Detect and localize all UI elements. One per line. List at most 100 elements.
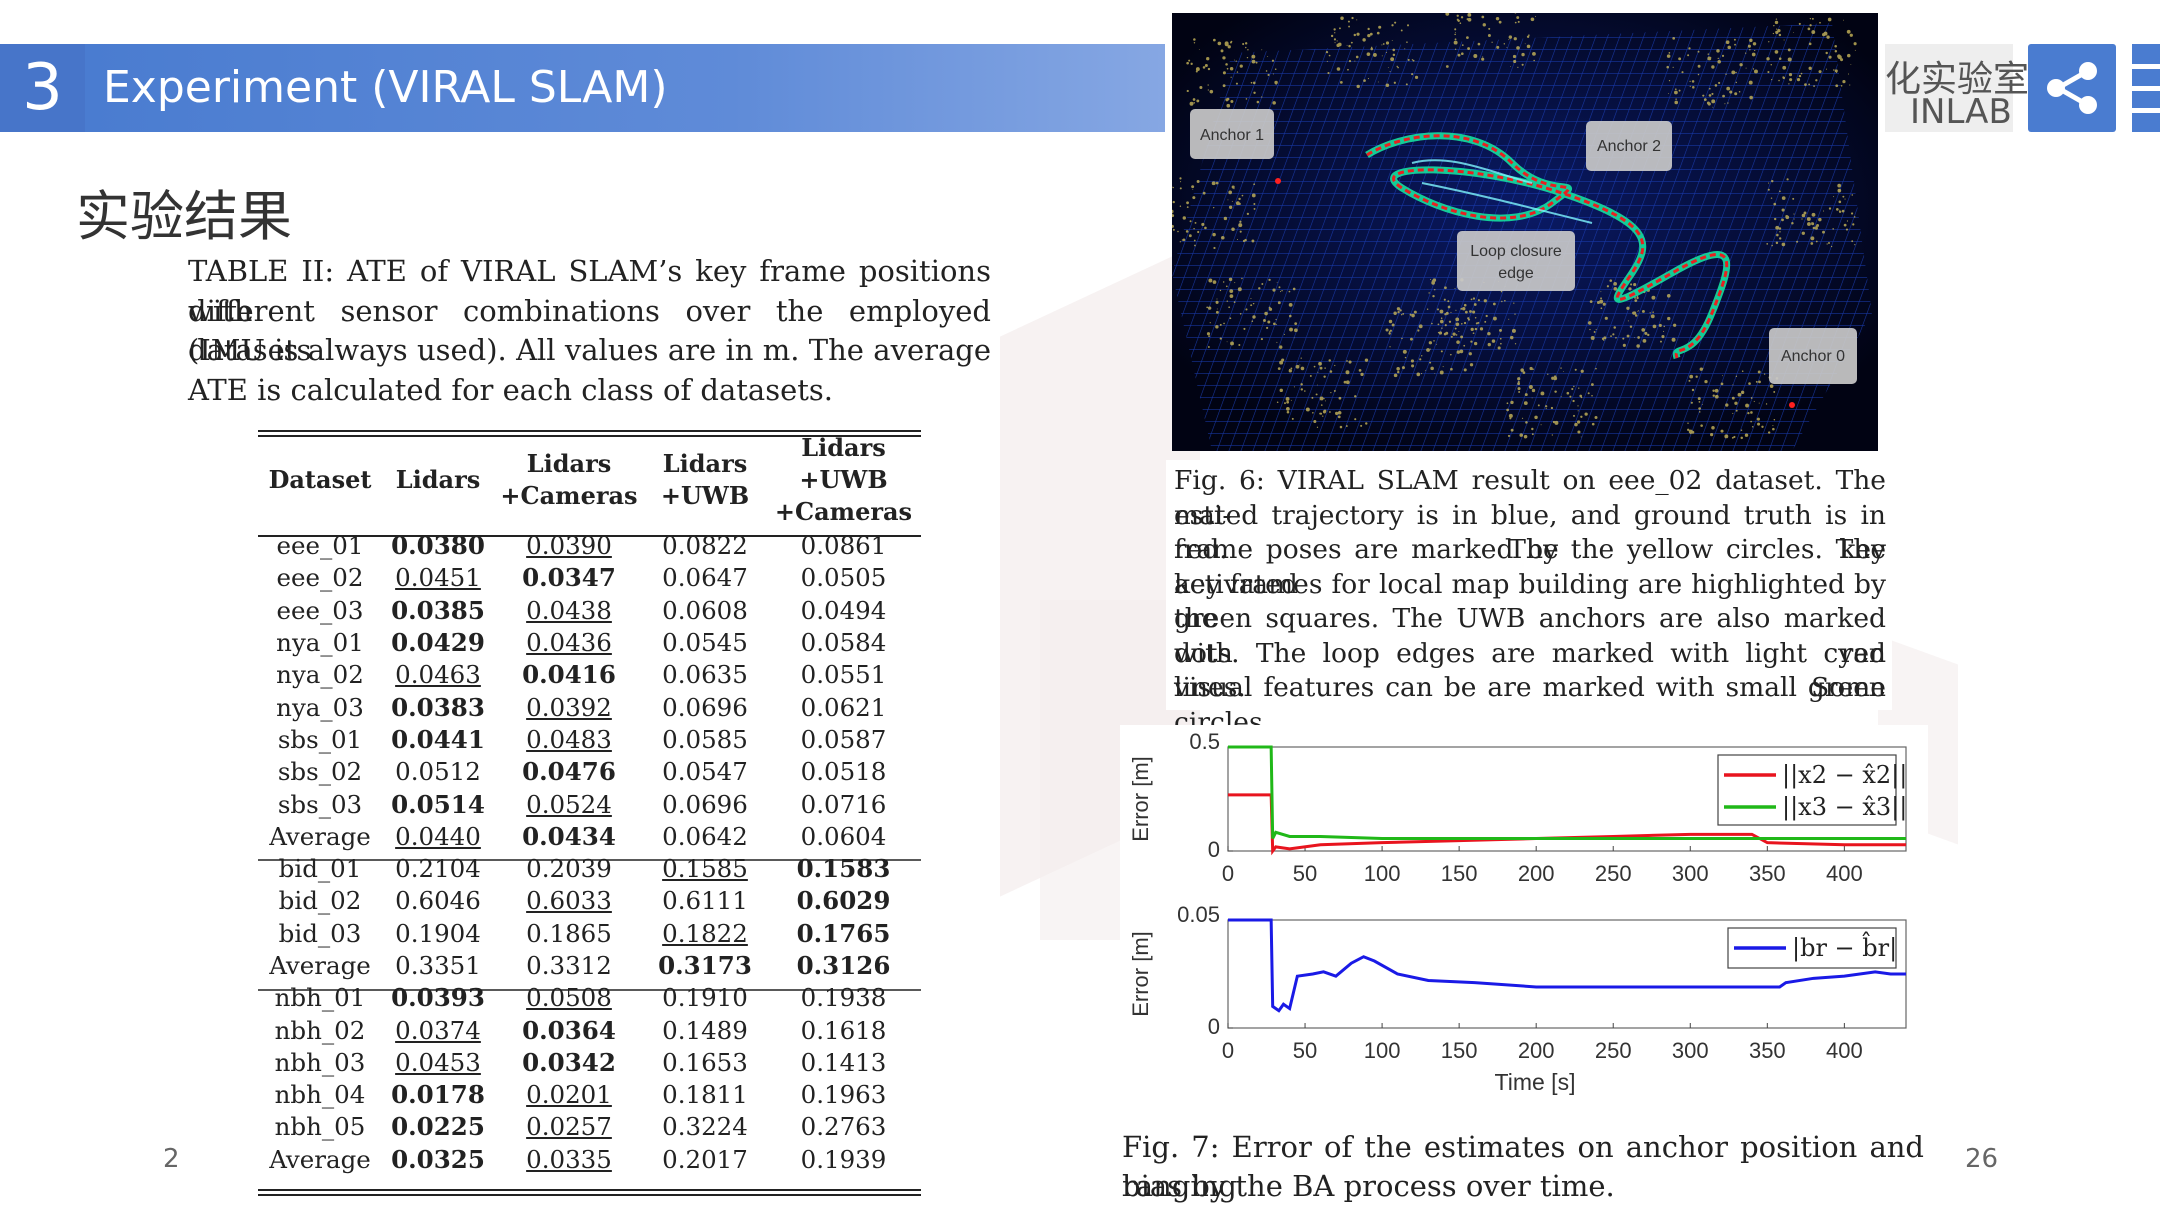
ate-value-cell: 0.0440	[395, 821, 481, 851]
ate-value-cell: 0.0441	[391, 724, 485, 754]
dataset-cell: bid_01	[278, 854, 362, 884]
column-header: Lidars +Cameras	[494, 430, 644, 530]
dataset-cell: sbs_03	[277, 789, 363, 819]
share-icon	[2047, 62, 2097, 114]
table-row: nbh_05 0.0225 0.0257 0.3224 0.2763	[258, 1111, 921, 1143]
column-header: Lidars +UWB	[644, 430, 766, 530]
ate-value-cell: 0.0225	[391, 1112, 485, 1142]
menu-strip[interactable]	[2132, 44, 2160, 132]
dataset-cell: Average	[269, 1144, 371, 1174]
y-axis-label: Error [m]	[1128, 756, 1153, 842]
slide-title: Experiment (VIRAL SLAM)	[103, 62, 668, 113]
fig6-caption-line: key frames for local map building are hi…	[1174, 568, 1886, 635]
ate-value-cell: 0.0476	[522, 757, 616, 787]
anchor-2-label: Anchor 2	[1586, 121, 1672, 171]
fig6-caption-line: dots. The loop edges are marked with lig…	[1174, 637, 1886, 704]
ate-value-cell: 0.1963	[800, 1080, 887, 1110]
legend-label: ||x2 − x̂2||	[1782, 761, 1907, 790]
ate-value-cell: 0.0621	[800, 692, 887, 722]
ate-value-cell: 0.1904	[395, 918, 481, 948]
y-tick-label: 0.5	[1189, 729, 1220, 754]
ate-value-cell: 0.0438	[526, 595, 612, 625]
ate-value-cell: 0.1822	[662, 918, 748, 948]
dataset-cell: bid_02	[278, 886, 362, 916]
share-button[interactable]	[2028, 44, 2116, 132]
x-tick-label: 50	[1293, 1038, 1317, 1063]
dataset-cell: Average	[269, 821, 371, 851]
table-row: sbs_01 0.0441 0.0483 0.0585 0.0587	[258, 724, 921, 756]
x-tick-label: 150	[1441, 1038, 1478, 1063]
ate-value-cell: 0.1653	[662, 1047, 748, 1077]
ate-value-cell: 0.0547	[662, 757, 748, 787]
x-tick-label: 250	[1595, 1038, 1632, 1063]
x-tick-label: 0	[1222, 1038, 1234, 1063]
y-tick-label: 0	[1208, 837, 1220, 862]
table-row: sbs_03 0.0514 0.0524 0.0696 0.0716	[258, 788, 921, 820]
ate-value-cell: 0.3224	[662, 1112, 748, 1142]
dataset-cell: sbs_01	[277, 724, 363, 754]
ate-value-cell: 0.0604	[800, 821, 887, 851]
x-tick-label: 300	[1672, 1038, 1709, 1063]
table-row: bid_01 0.2104 0.2039 0.1585 0.1583	[258, 853, 921, 885]
ate-value-cell: 0.3351	[395, 951, 481, 980]
ate-value-cell: 0.1413	[800, 1047, 887, 1077]
ate-value-cell: 0.0512	[395, 757, 481, 787]
ate-value-cell: 0.0545	[662, 628, 748, 658]
ate-value-cell: 0.3126	[796, 951, 891, 980]
ate-value-cell: 0.0374	[395, 1015, 481, 1045]
table-row: eee_02 0.0451 0.0347 0.0647 0.0505	[258, 562, 921, 594]
dataset-cell: nya_02	[276, 660, 364, 690]
dataset-cell: bid_03	[278, 918, 362, 948]
ate-value-cell: 0.1618	[800, 1015, 887, 1045]
ate-value-cell: 0.1939	[800, 1144, 887, 1174]
ate-value-cell: 0.1585	[662, 854, 748, 884]
table-row: nya_02 0.0463 0.0416 0.0635 0.0551	[258, 659, 921, 691]
column-header-text: Lidars +Cameras	[500, 449, 638, 510]
fig6-caption-line: Fig. 6: VIRAL SLAM result on eee_02 data…	[1174, 465, 1886, 531]
column-header: Dataset	[268, 465, 372, 494]
x-tick-label: 300	[1672, 861, 1709, 886]
x-tick-label: 150	[1441, 861, 1478, 886]
ate-value-cell: 0.0585	[662, 724, 748, 754]
loop-closure-text-1: Loop closure	[1470, 243, 1562, 260]
ate-value-cell: 0.1811	[662, 1080, 748, 1110]
error-plots: 0 50 100 150 200 250 300 350 400 0 0.5 Error [m] ||x…	[1128, 729, 1907, 1095]
table-row: sbs_02 0.0512 0.0476 0.0547 0.0518	[258, 756, 921, 788]
dataset-cell: Average	[269, 951, 371, 980]
lab-logo-background	[1885, 44, 2013, 132]
ate-value-cell: 0.0416	[522, 660, 616, 690]
x-tick-label: 0	[1222, 861, 1234, 886]
fig7-caption-line: Fig. 7: Error of the estimates on anchor…	[1122, 1130, 1924, 1203]
dataset-cell: nbh_03	[274, 1047, 366, 1077]
x-tick-label: 50	[1293, 861, 1317, 886]
pointcloud-image: Anchor 1 Anchor 2 Loop closure edge Anch…	[1172, 13, 1878, 451]
ate-value-cell: 0.1938	[800, 983, 887, 1013]
x-tick-label: 350	[1749, 861, 1786, 886]
error-plots-figure: 0 50 100 150 200 250 300 350 400 0 0.5 Error [m] ||x…	[1120, 725, 1928, 1125]
ate-value-cell: 0.0696	[662, 789, 748, 819]
ate-value-cell: 0.0518	[800, 757, 887, 787]
table-row: eee_03 0.0385 0.0438 0.0608 0.0494	[258, 595, 921, 627]
table-row: bid_02 0.6046 0.6033 0.6111 0.6029	[258, 885, 921, 917]
ate-value-cell: 0.0647	[662, 563, 748, 593]
ate-value-cell: 0.0342	[522, 1047, 616, 1077]
ate-value-cell: 0.0505	[800, 563, 887, 593]
ate-value-cell: 0.2104	[395, 854, 481, 884]
ate-value-cell: 0.0364	[522, 1015, 616, 1045]
ate-value-cell: 0.6046	[395, 886, 481, 916]
slam-pointcloud-figure: Anchor 1 Anchor 2 Loop closure edge Anch…	[1172, 13, 1878, 451]
ate-value-cell: 0.2039	[526, 854, 612, 884]
dataset-cell: nbh_02	[274, 1015, 366, 1045]
table-row: bid_03 0.1904 0.1865 0.1822 0.1765	[258, 918, 921, 950]
table-body: eee_01 0.0380 0.0390 0.0822 0.0861 eee_02 0.04…	[258, 530, 921, 1176]
ate-value-cell: 0.0524	[526, 789, 612, 819]
column-header: Lidars	[395, 465, 481, 494]
lab-name-en: INLAB	[1910, 92, 2012, 132]
x-tick-label: 100	[1364, 861, 1401, 886]
x-axis-label: Time [s]	[1495, 1069, 1576, 1095]
ate-value-cell: 0.0514	[391, 789, 485, 819]
table-row: nya_01 0.0429 0.0436 0.0545 0.0584	[258, 627, 921, 659]
ate-value-cell: 0.1765	[796, 918, 891, 948]
dataset-cell: nbh_01	[274, 983, 366, 1013]
table-row: eee_01 0.0380 0.0390 0.0822 0.0861	[258, 530, 921, 562]
